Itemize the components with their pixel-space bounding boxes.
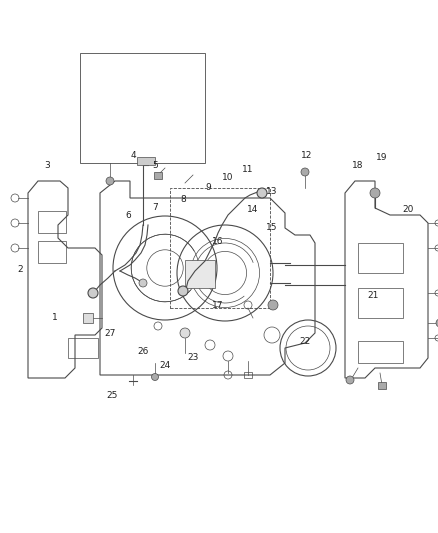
Text: 7: 7 <box>152 203 158 212</box>
Text: 4: 4 <box>130 150 136 159</box>
Circle shape <box>301 168 309 176</box>
Text: 11: 11 <box>242 166 254 174</box>
Bar <box>378 382 386 389</box>
Text: 2: 2 <box>17 265 23 274</box>
Circle shape <box>257 188 267 198</box>
Text: 1: 1 <box>52 313 58 322</box>
Bar <box>358 341 403 363</box>
Bar <box>38 241 66 263</box>
Text: 20: 20 <box>403 206 413 214</box>
Text: 6: 6 <box>125 211 131 220</box>
Circle shape <box>370 188 380 198</box>
Text: 25: 25 <box>106 391 118 400</box>
Circle shape <box>139 279 147 287</box>
Text: 24: 24 <box>159 360 171 369</box>
Text: 5: 5 <box>152 160 158 169</box>
Circle shape <box>178 286 188 296</box>
Bar <box>154 172 162 179</box>
Text: 19: 19 <box>376 154 388 163</box>
Text: 15: 15 <box>266 223 278 232</box>
Text: 18: 18 <box>352 160 364 169</box>
Circle shape <box>152 374 159 381</box>
Text: 9: 9 <box>205 183 211 192</box>
Bar <box>137 157 155 165</box>
Bar <box>185 260 215 288</box>
Bar <box>83 313 93 323</box>
Text: 14: 14 <box>247 206 259 214</box>
Bar <box>80 53 205 163</box>
Bar <box>358 243 403 273</box>
Text: 27: 27 <box>104 328 116 337</box>
Text: 17: 17 <box>212 301 224 310</box>
Bar <box>170 188 270 308</box>
Text: 12: 12 <box>301 150 313 159</box>
Text: 21: 21 <box>367 290 379 300</box>
Circle shape <box>106 177 114 185</box>
Text: 23: 23 <box>187 353 199 362</box>
Circle shape <box>268 300 278 310</box>
Circle shape <box>88 288 98 298</box>
Bar <box>38 211 66 233</box>
Circle shape <box>180 328 190 338</box>
Text: 8: 8 <box>180 196 186 205</box>
Circle shape <box>346 376 354 384</box>
Text: 22: 22 <box>300 337 311 346</box>
Text: 10: 10 <box>222 173 234 182</box>
Circle shape <box>436 319 438 327</box>
Text: 16: 16 <box>212 238 224 246</box>
Text: 13: 13 <box>266 188 278 197</box>
Bar <box>358 288 403 318</box>
Bar <box>68 338 98 358</box>
Text: 3: 3 <box>44 160 50 169</box>
Text: 26: 26 <box>137 348 148 357</box>
Bar <box>244 372 252 378</box>
